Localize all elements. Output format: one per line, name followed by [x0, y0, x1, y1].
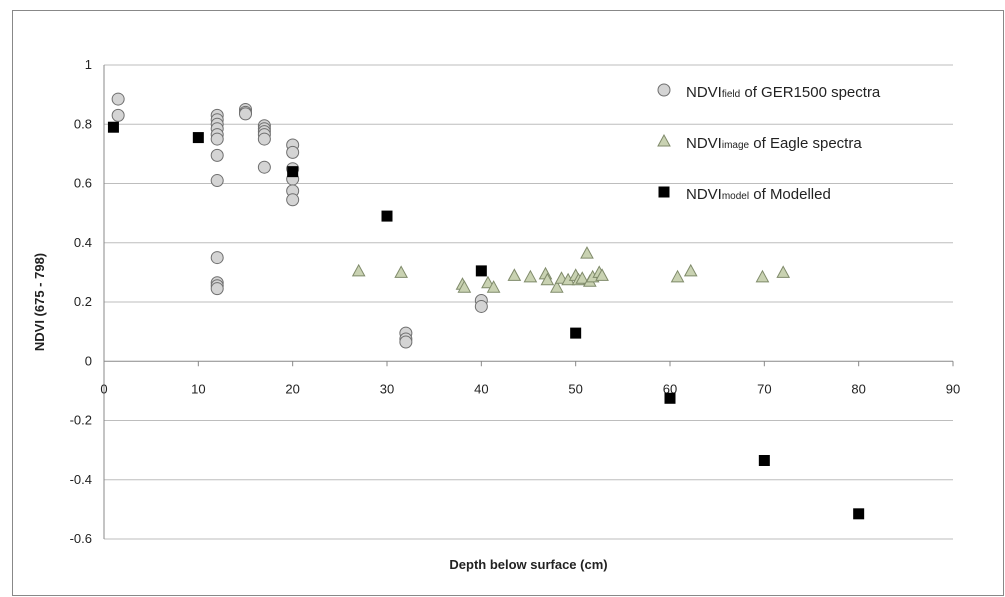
circle-point — [111, 92, 125, 106]
x-tick-label: 40 — [474, 381, 488, 396]
circle-point — [286, 193, 300, 207]
y-tick-label: 1 — [85, 57, 92, 72]
x-tick-label: 70 — [757, 381, 771, 396]
circle-point — [474, 299, 488, 313]
x-tick-label: 60 — [663, 381, 677, 396]
x-tick-label: 90 — [946, 381, 960, 396]
x-tick-label: 10 — [191, 381, 205, 396]
x-tick-label: 80 — [851, 381, 865, 396]
chart-frame — [12, 10, 1004, 596]
triangle-point — [394, 265, 408, 278]
triangle-point — [351, 263, 366, 277]
triangle-point — [507, 268, 522, 281]
square-point — [758, 454, 770, 466]
triangle-point — [776, 265, 791, 278]
triangle-point — [481, 275, 495, 289]
circle-point — [257, 160, 271, 174]
triangle-point — [595, 268, 609, 281]
x-axis-title: Depth below surface (cm) — [449, 557, 607, 572]
circle-point — [286, 145, 300, 159]
triangle-point — [670, 269, 685, 283]
legend-label-field: NDVIfield of GER1500 spectra — [686, 84, 881, 101]
triangle-point — [549, 280, 564, 293]
circle-point — [257, 132, 271, 146]
circle-point — [210, 132, 224, 146]
square-point — [664, 392, 676, 404]
y-tick-label: 0.6 — [74, 176, 92, 191]
y-tick-label: 0 — [85, 353, 92, 368]
square-point — [381, 210, 393, 222]
circle-point — [210, 174, 224, 188]
y-tick-label: -0.4 — [70, 472, 92, 487]
y-tick-label: -0.2 — [70, 413, 92, 428]
triangle-point — [523, 269, 538, 283]
square-point — [192, 132, 204, 144]
square-point — [853, 508, 865, 520]
square-point — [475, 265, 487, 277]
circle-point — [210, 148, 224, 162]
y-tick-label: 0.8 — [74, 116, 92, 131]
y-axis-title: NDVI (675 - 798) — [32, 253, 47, 351]
triangle-point — [457, 280, 472, 293]
x-tick-label: 50 — [568, 381, 582, 396]
circle-point — [111, 108, 125, 122]
legend-marker-image — [657, 133, 671, 147]
y-tick-label: -0.6 — [70, 531, 92, 546]
x-tick-label: 30 — [380, 381, 394, 396]
circle-point — [210, 282, 224, 296]
circle-point — [239, 107, 252, 121]
legend-label-model: NDVImodel of Modelled — [686, 186, 831, 203]
circle-point — [210, 251, 224, 265]
triangle-point — [683, 263, 698, 277]
triangle-point — [580, 246, 594, 259]
triangle-point — [755, 269, 770, 283]
triangle-point — [486, 280, 501, 293]
circle-point — [399, 335, 413, 349]
square-point — [570, 327, 582, 339]
square-point — [107, 121, 119, 133]
x-tick-label: 20 — [285, 381, 299, 396]
square-point — [287, 166, 299, 178]
triangle-point — [540, 272, 555, 286]
legend-label-image: NDVIimage of Eagle spectra — [686, 135, 862, 152]
legend-marker-model — [658, 186, 670, 198]
legend-marker-field — [657, 83, 671, 97]
triangle-point — [575, 271, 590, 284]
y-tick-label: 0.2 — [74, 294, 92, 309]
x-tick-label: 0 — [100, 381, 107, 396]
y-tick-label: 0.4 — [74, 235, 92, 250]
